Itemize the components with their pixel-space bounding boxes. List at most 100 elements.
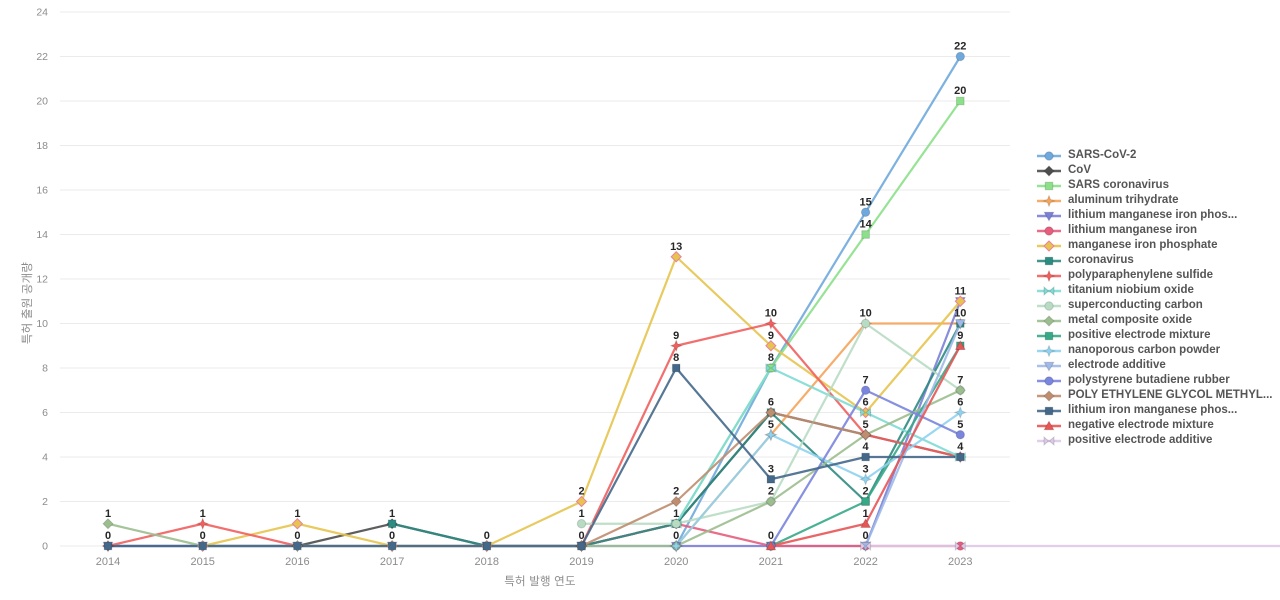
data-point-marker[interactable]: [1043, 419, 1055, 430]
legend-item[interactable]: positive electrode mixture: [1036, 328, 1272, 343]
data-point-marker[interactable]: [577, 541, 586, 551]
legend-item[interactable]: lithium manganese iron: [1036, 223, 1272, 238]
data-point-marker[interactable]: [954, 319, 966, 330]
data-point-marker[interactable]: [765, 406, 777, 419]
data-point-marker[interactable]: [859, 429, 872, 441]
data-point-marker[interactable]: [1042, 344, 1056, 357]
legend-item[interactable]: SARS coronavirus: [1036, 178, 1272, 193]
y-tick-label: 4: [42, 452, 48, 464]
value-label: 0: [484, 530, 490, 542]
data-point-marker[interactable]: [1044, 150, 1054, 161]
data-point-marker[interactable]: [1044, 181, 1054, 190]
legend-item[interactable]: aluminum trihydrate: [1036, 193, 1272, 208]
legend-label: polyparaphenylene sulfide: [1068, 269, 1214, 281]
data-point-marker[interactable]: [765, 362, 777, 374]
data-point-marker[interactable]: [861, 230, 870, 239]
data-point-marker[interactable]: [671, 363, 681, 373]
data-point-marker[interactable]: [669, 338, 683, 353]
data-point-marker[interactable]: [1043, 314, 1055, 327]
legend-item[interactable]: superconducting carbon: [1036, 298, 1272, 313]
data-point-marker[interactable]: [291, 518, 304, 530]
data-point-marker[interactable]: [1043, 361, 1055, 372]
data-point-marker[interactable]: [195, 516, 210, 531]
value-label: 20: [954, 85, 966, 97]
data-point-marker[interactable]: [1044, 256, 1054, 265]
data-point-marker[interactable]: [860, 318, 871, 329]
legend-item[interactable]: lithium iron manganese phos...: [1036, 403, 1272, 418]
legend-item[interactable]: polyparaphenylene sulfide: [1036, 268, 1272, 283]
data-point-marker[interactable]: [860, 407, 872, 418]
data-point-marker[interactable]: [1043, 435, 1055, 446]
legend-item[interactable]: nanoporous carbon powder: [1036, 343, 1272, 358]
data-point-marker[interactable]: [1042, 194, 1056, 207]
legend-label: manganese iron phosphate: [1068, 239, 1218, 251]
data-point-marker[interactable]: [765, 495, 777, 508]
y-tick-label: 16: [36, 185, 48, 197]
data-point-marker[interactable]: [861, 452, 870, 462]
value-label: 3: [768, 463, 774, 475]
data-point-marker[interactable]: [765, 540, 777, 551]
data-point-marker[interactable]: [293, 541, 302, 551]
series-line: [106, 411, 962, 548]
legend-item[interactable]: coronavirus: [1036, 253, 1272, 268]
data-point-marker[interactable]: [858, 472, 873, 487]
data-point-marker[interactable]: [860, 207, 871, 217]
data-point-marker[interactable]: [953, 405, 968, 420]
data-point-marker[interactable]: [1043, 389, 1055, 402]
data-point-marker[interactable]: [670, 495, 682, 508]
value-label: 11: [954, 285, 966, 297]
data-point-marker[interactable]: [1044, 331, 1054, 340]
data-point-marker[interactable]: [955, 51, 965, 62]
legend-item[interactable]: SARS-CoV-2: [1036, 148, 1272, 163]
data-point-marker[interactable]: [1043, 211, 1055, 222]
data-point-marker[interactable]: [198, 541, 207, 551]
data-point-marker[interactable]: [766, 474, 776, 484]
data-point-marker[interactable]: [861, 497, 870, 506]
data-point-marker[interactable]: [669, 539, 683, 553]
value-label: 1: [389, 508, 395, 520]
data-point-marker[interactable]: [954, 384, 967, 396]
data-point-marker[interactable]: [860, 540, 872, 552]
data-point-marker[interactable]: [859, 517, 872, 529]
legend-item[interactable]: lithium manganese iron phos...: [1036, 208, 1272, 223]
legend-item[interactable]: manganese iron phosphate: [1036, 238, 1272, 253]
legend-item[interactable]: CoV: [1036, 163, 1272, 178]
data-point-marker[interactable]: [1043, 285, 1055, 296]
y-tick-label: 10: [36, 318, 48, 330]
data-point-marker[interactable]: [102, 518, 114, 530]
data-point-marker[interactable]: [954, 339, 966, 351]
data-point-marker[interactable]: [955, 430, 965, 440]
data-point-marker[interactable]: [1044, 406, 1054, 415]
data-point-marker[interactable]: [765, 340, 777, 352]
legend-item[interactable]: positive electrode additive: [1036, 433, 1272, 448]
data-point-marker[interactable]: [956, 96, 965, 106]
data-point-marker[interactable]: [387, 541, 397, 551]
data-point-marker[interactable]: [764, 427, 778, 442]
y-tick-label: 24: [36, 7, 48, 19]
data-point-marker[interactable]: [1042, 269, 1056, 282]
data-point-marker[interactable]: [576, 519, 587, 529]
data-point-marker[interactable]: [670, 251, 682, 263]
data-point-marker[interactable]: [1044, 300, 1054, 311]
legend-item[interactable]: electrode additive: [1036, 358, 1272, 373]
data-point-marker[interactable]: [1043, 164, 1055, 177]
data-point-marker[interactable]: [387, 519, 397, 529]
data-point-marker[interactable]: [954, 540, 966, 552]
data-point-marker[interactable]: [1043, 239, 1055, 252]
data-point-marker[interactable]: [575, 495, 588, 508]
legend-item[interactable]: negative electrode mixture: [1036, 418, 1272, 433]
legend-item[interactable]: POLY ETHYLENE GLYCOL METHYL...: [1036, 388, 1272, 403]
data-point-marker[interactable]: [860, 385, 871, 395]
data-point-marker[interactable]: [954, 295, 967, 307]
data-point-marker[interactable]: [1044, 375, 1054, 386]
legend-item[interactable]: metal composite oxide: [1036, 313, 1272, 328]
data-point-marker[interactable]: [1044, 225, 1054, 236]
data-point-marker[interactable]: [764, 316, 778, 331]
data-point-marker[interactable]: [482, 541, 492, 551]
data-point-marker[interactable]: [671, 519, 681, 529]
value-label: 1: [863, 508, 869, 520]
legend-item[interactable]: titanium niobium oxide: [1036, 283, 1272, 298]
legend-item[interactable]: polystyrene butadiene rubber: [1036, 373, 1272, 388]
data-point-marker[interactable]: [956, 452, 965, 462]
data-point-marker[interactable]: [103, 541, 113, 551]
